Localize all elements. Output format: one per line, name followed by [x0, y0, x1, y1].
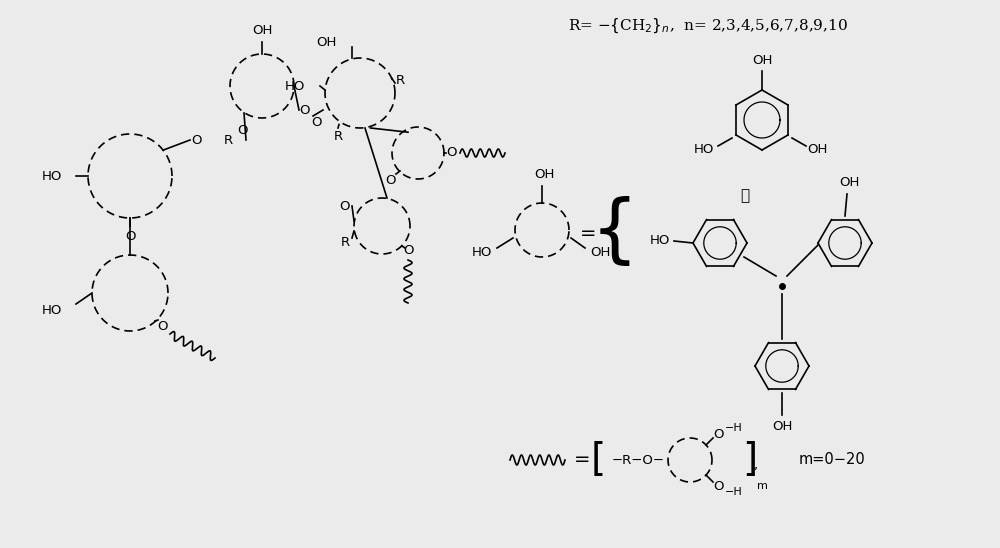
Text: =: = [574, 450, 590, 470]
Text: m=0−20: m=0−20 [799, 453, 865, 467]
Text: OH: OH [316, 37, 336, 49]
Text: OH: OH [590, 246, 610, 259]
Text: O: O [385, 174, 395, 186]
Text: −R−O−: −R−O− [612, 454, 664, 466]
Text: O: O [713, 427, 723, 441]
Text: O: O [713, 480, 723, 493]
Text: HO: HO [472, 246, 492, 259]
Text: OH: OH [772, 420, 792, 432]
Text: HO: HO [285, 79, 305, 93]
Text: HO: HO [650, 235, 670, 248]
Text: OH: OH [752, 54, 772, 66]
Text: O: O [300, 104, 310, 117]
Text: O: O [312, 117, 322, 129]
Text: OH: OH [252, 25, 272, 37]
Text: R: R [340, 237, 350, 249]
Text: O: O [192, 134, 202, 146]
Text: −H: −H [725, 487, 743, 497]
Text: OH: OH [839, 176, 859, 190]
Text: O: O [340, 199, 350, 213]
Text: O: O [125, 230, 135, 243]
Text: O: O [447, 146, 457, 159]
Text: −H: −H [725, 423, 743, 433]
Text: =: = [580, 224, 596, 243]
Text: R: R [333, 129, 343, 142]
Text: R: R [395, 73, 405, 87]
Text: [: [ [590, 441, 606, 479]
Text: O: O [403, 243, 413, 256]
Text: ,: , [753, 460, 757, 472]
Text: ]: ] [742, 441, 758, 479]
Text: HO: HO [42, 304, 62, 317]
Text: OH: OH [534, 168, 554, 181]
Text: R= $-\{$CH$_2\}_n$,  n= 2,3,4,5,6,7,8,9,10: R= $-\{$CH$_2\}_n$, n= 2,3,4,5,6,7,8,9,1… [568, 17, 848, 35]
Text: OH: OH [807, 144, 827, 157]
Text: HO: HO [42, 169, 62, 182]
Text: HO: HO [694, 144, 714, 157]
Text: O: O [157, 319, 167, 333]
Text: m: m [757, 481, 767, 491]
Text: 或: 或 [740, 189, 750, 203]
Text: R: R [223, 134, 233, 146]
Text: O: O [237, 123, 247, 136]
Text: {: { [591, 197, 639, 270]
